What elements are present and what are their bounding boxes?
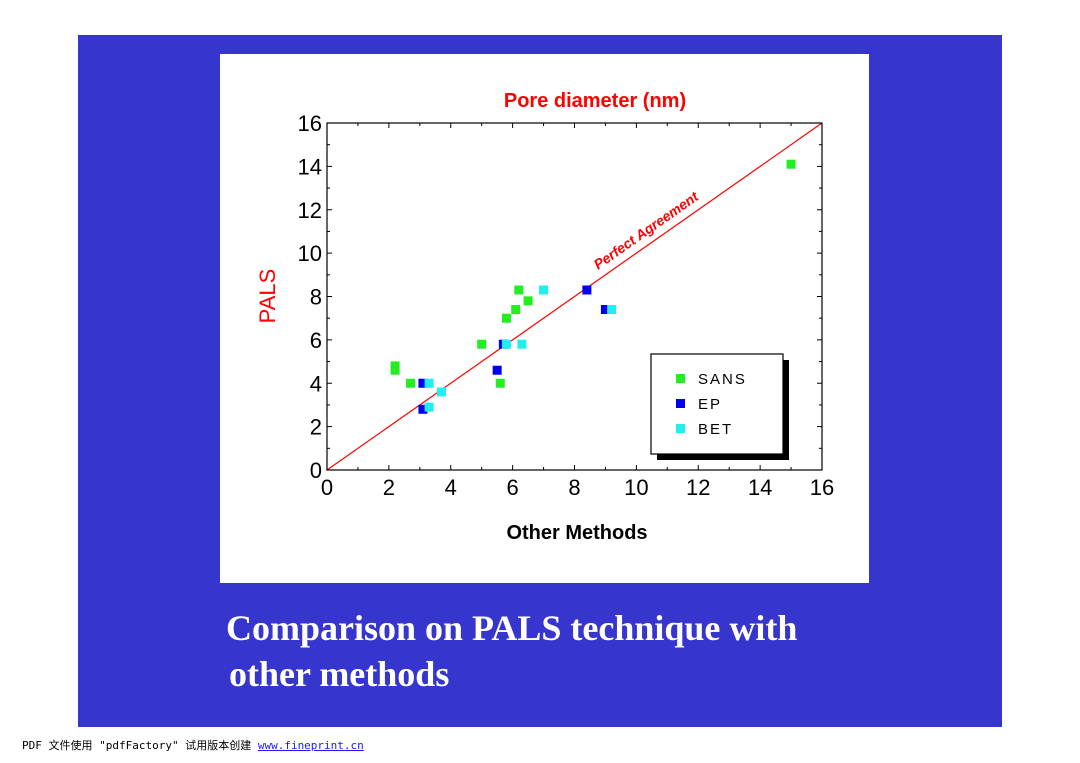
point-bet [424, 402, 434, 412]
point-bet [501, 339, 511, 349]
scatter-chart: 0 2 4 6 8 10 12 14 16 0 2 4 6 8 10 12 14 16 Pore diameter… [255, 90, 834, 544]
point-sans [495, 378, 505, 388]
legend-swatch-sans [676, 374, 685, 383]
point-ep [492, 365, 502, 375]
x-tick-label: 2 [383, 475, 395, 500]
point-ep [582, 285, 592, 295]
slide-caption: Comparison on PALS technique with other … [226, 605, 966, 697]
y-tick-label: 4 [310, 371, 322, 396]
point-bet [436, 387, 446, 397]
chart-panel: 0 2 4 6 8 10 12 14 16 0 2 4 6 8 10 12 14 16 Pore diameter… [220, 54, 869, 583]
point-sans [786, 159, 796, 169]
y-tick-label: 10 [298, 241, 322, 266]
legend-swatch-ep [676, 399, 685, 408]
fineprint-link[interactable]: www.fineprint.cn [257, 739, 364, 752]
x-tick-label: 0 [321, 475, 333, 500]
x-tick-label: 10 [624, 475, 648, 500]
pdf-footer: PDF 文件使用 "pdfFactory" 试用版本创建 www.finepri… [22, 737, 364, 753]
legend-label-sans: SANS [698, 371, 747, 388]
point-sans [523, 296, 533, 306]
y-tick-label: 12 [298, 198, 322, 223]
slide-background: 0 2 4 6 8 10 12 14 16 0 2 4 6 8 10 12 14 16 Pore diameter… [78, 35, 1002, 727]
y-tick-label: 8 [310, 285, 322, 310]
perfect-agreement-label: Perfect Agreement [591, 187, 703, 272]
x-tick-label: 14 [748, 475, 772, 500]
point-bet [517, 339, 527, 349]
point-bet [607, 305, 617, 315]
caption-line-1: Comparison on PALS technique with [226, 608, 798, 648]
x-tick-label: 4 [445, 475, 457, 500]
point-ep [418, 404, 428, 414]
legend-swatch-bet [676, 424, 685, 433]
y-tick-label: 0 [310, 458, 322, 483]
point-sans [511, 305, 521, 315]
x-axis-label: Other Methods [506, 522, 647, 544]
point-sans [514, 285, 524, 295]
chart-title: Pore diameter (nm) [504, 90, 686, 112]
point-ep [418, 378, 428, 388]
x-tick-label: 12 [686, 475, 710, 500]
y-tick-label: 14 [298, 154, 322, 179]
y-tick-label: 6 [310, 328, 322, 353]
point-ep [600, 305, 610, 315]
point-sans [477, 339, 487, 349]
caption-line-2: other methods [229, 654, 450, 694]
x-tick-label: 8 [568, 475, 580, 500]
point-bet [424, 378, 434, 388]
y-tick-label: 2 [310, 415, 322, 440]
legend-label-ep: EP [698, 396, 722, 413]
x-tick-label: 6 [507, 475, 519, 500]
legend: SANS EP BET [650, 353, 789, 460]
y-tick-label: 16 [298, 111, 322, 136]
point-sans [501, 313, 511, 323]
point-sans [406, 378, 416, 388]
perfect-agreement-line [326, 122, 823, 471]
legend-label-bet: BET [698, 421, 733, 438]
y-axis-label: PALS [255, 269, 280, 324]
point-bet [539, 285, 549, 295]
footer-text: PDF 文件使用 "pdfFactory" 试用版本创建 [22, 739, 258, 752]
x-tick-label: 16 [810, 475, 834, 500]
point-sans [390, 361, 400, 371]
